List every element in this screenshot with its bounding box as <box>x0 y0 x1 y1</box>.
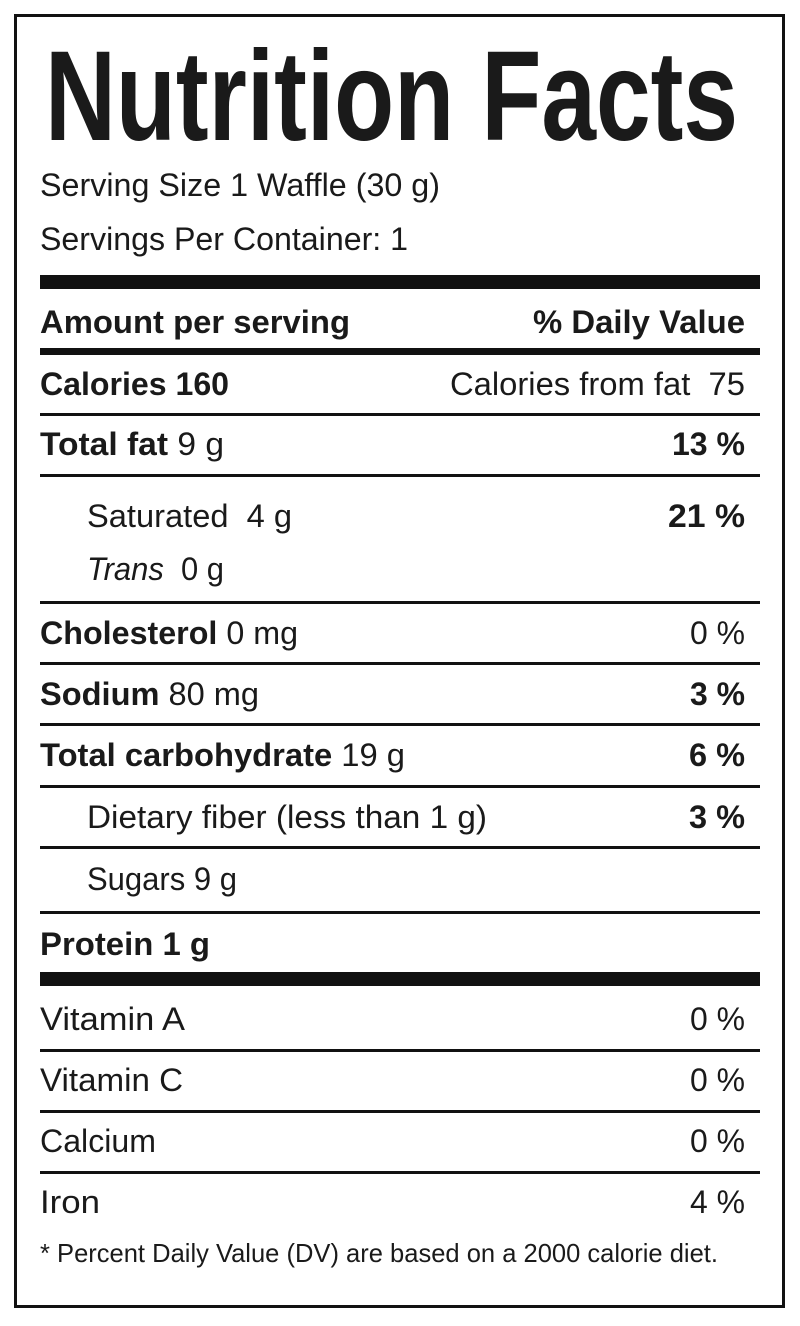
sugars: Sugars 9 g <box>87 861 237 897</box>
calories: Calories 160 <box>40 366 229 402</box>
footnote: * Percent Daily Value (DV) are based on … <box>40 1238 718 1268</box>
sodium: Sodium 80 mg <box>40 676 259 712</box>
serving-size: Serving Size 1 Waffle (30 g) <box>40 167 440 203</box>
total-carbohydrate-dv: 6 % <box>689 737 745 773</box>
calcium-dv: 0 % <box>690 1123 745 1159</box>
amount-per-serving: Amount per serving <box>40 304 350 340</box>
divider <box>40 785 760 788</box>
title: Nutrition Facts <box>45 25 738 168</box>
vitamin-a: Vitamin A <box>40 1001 186 1037</box>
cholesterol-dv: 0 % <box>690 615 745 651</box>
saturated-fat-dv: 21 % <box>668 498 745 534</box>
medium-divider <box>40 348 760 355</box>
divider <box>40 1049 760 1052</box>
nutrient-amount: 4 g <box>229 498 292 534</box>
nutrient-label: Total carbohydrate <box>40 737 332 773</box>
divider <box>40 1171 760 1174</box>
divider <box>40 601 760 604</box>
cholesterol: Cholesterol 0 mg <box>40 615 298 651</box>
sodium-dv: 3 % <box>690 676 745 712</box>
dietary-fiber: Dietary fiber (less than 1 g) <box>87 799 487 835</box>
calcium: Calcium <box>40 1123 156 1159</box>
nutrient-amount: 9 g <box>168 426 224 462</box>
iron: Iron <box>40 1184 100 1220</box>
vitamin-c-dv: 0 % <box>690 1062 745 1098</box>
divider <box>40 662 760 665</box>
total-fat-dv: 13 % <box>672 426 745 462</box>
nutrient-label: Total fat <box>40 426 168 462</box>
divider <box>40 911 760 914</box>
servings-per-container: Servings Per Container: 1 <box>40 221 408 257</box>
nutrient-label: Cholesterol <box>40 615 217 651</box>
thick-divider <box>40 972 760 986</box>
divider <box>40 723 760 726</box>
dietary-fiber-dv: 3 % <box>689 799 745 835</box>
nutrient-amount: 19 g <box>332 737 405 773</box>
vitamin-a-dv: 0 % <box>690 1001 745 1037</box>
nutrient-amount: 80 mg <box>159 676 259 712</box>
protein: Protein 1 g <box>40 926 210 962</box>
trans-fat: Trans 0 g <box>87 551 224 587</box>
nutrient-label: Saturated <box>87 498 229 534</box>
nutrient-amount: 0 g <box>164 551 224 587</box>
total-carbohydrate: Total carbohydrate 19 g <box>40 737 405 773</box>
total-fat: Total fat 9 g <box>40 426 224 462</box>
nutrient-label: Trans <box>87 551 164 587</box>
divider <box>40 1110 760 1113</box>
nutrient-label: Sodium <box>40 676 159 712</box>
daily-value-header: % Daily Value <box>533 304 745 340</box>
divider <box>40 846 760 849</box>
thick-divider <box>40 275 760 289</box>
divider <box>40 474 760 477</box>
iron-dv: 4 % <box>690 1184 745 1220</box>
nutrient-amount: 0 mg <box>217 615 298 651</box>
divider <box>40 413 760 416</box>
vitamin-c: Vitamin C <box>40 1062 183 1098</box>
saturated-fat: Saturated 4 g <box>87 498 292 534</box>
label-border <box>14 14 785 1308</box>
calories-from-fat: Calories from fat 75 <box>450 366 745 402</box>
